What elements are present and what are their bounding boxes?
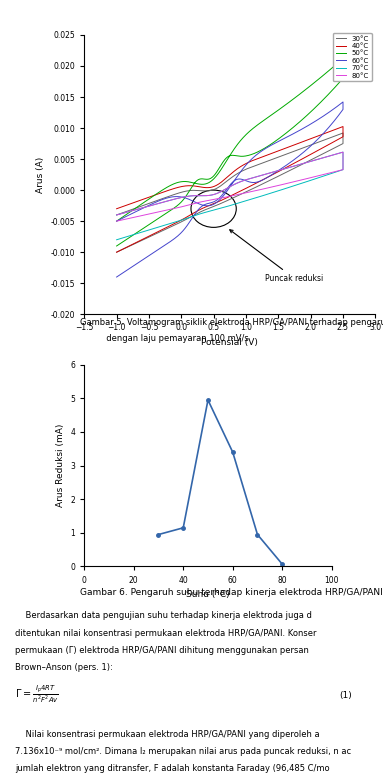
40°C (114, 248, 119, 257)
50°C (214, 171, 218, 181)
50°C (314, 102, 319, 111)
60°C (114, 272, 119, 282)
Line: 30°C: 30°C (116, 133, 343, 252)
30°C (214, 184, 218, 193)
30°C (298, 161, 302, 170)
Text: Berdasarkan data pengujian suhu terhadap kinerja elektroda juga d: Berdasarkan data pengujian suhu terhadap… (15, 611, 312, 621)
70°C (298, 179, 302, 189)
60°C (314, 136, 319, 145)
60°C (298, 151, 302, 160)
40°C (298, 155, 302, 165)
50°C (256, 120, 260, 129)
30°C (256, 160, 260, 169)
40°C (160, 225, 165, 234)
X-axis label: Potensial (V): Potensial (V) (201, 338, 258, 347)
Text: $\Gamma = \frac{I_p 4RT}{n^2 F^2 Av}$: $\Gamma = \frac{I_p 4RT}{n^2 F^2 Av}$ (15, 684, 59, 705)
80°C (314, 171, 319, 181)
40°C (114, 204, 119, 213)
40°C (314, 147, 319, 156)
30°C (206, 186, 210, 196)
30°C (314, 153, 319, 162)
30°C (341, 128, 345, 137)
40°C (214, 181, 218, 190)
70°C (114, 210, 119, 220)
50°C (206, 178, 210, 188)
80°C (341, 147, 345, 157)
Line: 60°C: 60°C (116, 102, 343, 277)
80°C (298, 175, 302, 185)
Y-axis label: Arus Reduksi (mA): Arus Reduksi (mA) (56, 424, 65, 508)
70°C (114, 235, 119, 244)
Text: jumlah elektron yang ditransfer, F adalah konstanta Faraday (96,485 C/mo: jumlah elektron yang ditransfer, F adala… (15, 764, 330, 774)
Text: dengan laju pemayaran 100 mV/s: dengan laju pemayaran 100 mV/s (80, 334, 249, 343)
30°C (160, 226, 165, 235)
80°C (256, 171, 260, 181)
80°C (114, 217, 119, 226)
Legend: 30°C, 40°C, 50°C, 60°C, 70°C, 80°C: 30°C, 40°C, 50°C, 60°C, 70°C, 80°C (333, 33, 372, 81)
60°C (214, 199, 218, 208)
Text: Nilai konsentrasi permukaan elektroda HRP/GA/PANI yang diperoleh a: Nilai konsentrasi permukaan elektroda HR… (15, 730, 320, 740)
Y-axis label: Arus (A): Arus (A) (36, 157, 45, 192)
70°C (341, 147, 345, 157)
Line: 70°C: 70°C (116, 152, 343, 240)
Text: 7.136x10⁻⁹ mol/cm². Dimana I₂ merupakan nilai arus pada puncak reduksi, n ac: 7.136x10⁻⁹ mol/cm². Dimana I₂ merupakan … (15, 747, 352, 757)
50°C (114, 241, 119, 251)
Text: Puncak reduksi: Puncak reduksi (230, 230, 324, 283)
70°C (160, 221, 165, 230)
30°C (114, 248, 119, 257)
40°C (341, 122, 345, 131)
40°C (206, 183, 210, 192)
40°C (256, 154, 260, 163)
80°C (206, 191, 210, 200)
50°C (160, 211, 165, 220)
Line: 50°C: 50°C (116, 58, 343, 246)
60°C (160, 242, 165, 251)
50°C (298, 117, 302, 126)
X-axis label: Suhu (°C): Suhu (°C) (186, 590, 230, 599)
Text: (1): (1) (340, 691, 352, 701)
60°C (206, 201, 210, 210)
Text: Brown–Anson (pers. 1):: Brown–Anson (pers. 1): (15, 663, 113, 672)
Text: Gambar 5. Voltamogram siklik elektroda HRP/GA/PANI terhadap pengaruh: Gambar 5. Voltamogram siklik elektroda H… (80, 318, 383, 327)
60°C (114, 217, 119, 226)
50°C (114, 217, 119, 226)
70°C (256, 171, 260, 181)
Line: 80°C: 80°C (116, 152, 343, 221)
70°C (206, 191, 210, 200)
Text: Gambar 6. Pengaruh suhu terhadap kinerja elektroda HRP/GA/PANI: Gambar 6. Pengaruh suhu terhadap kinerja… (80, 588, 383, 598)
80°C (160, 206, 165, 216)
Line: 40°C: 40°C (116, 126, 343, 252)
80°C (214, 189, 218, 199)
Text: permukaan (Γ) elektroda HRP/GA/PANI dihitung menggunakan persan: permukaan (Γ) elektroda HRP/GA/PANI dihi… (15, 646, 309, 655)
70°C (314, 174, 319, 183)
70°C (214, 189, 218, 199)
60°C (256, 149, 260, 158)
Text: ditentukan nilai konsentrasi permukaan elektroda HRP/GA/PANI. Konser: ditentukan nilai konsentrasi permukaan e… (15, 629, 317, 638)
60°C (341, 97, 345, 106)
30°C (114, 210, 119, 220)
80°C (114, 210, 119, 220)
50°C (341, 54, 345, 63)
